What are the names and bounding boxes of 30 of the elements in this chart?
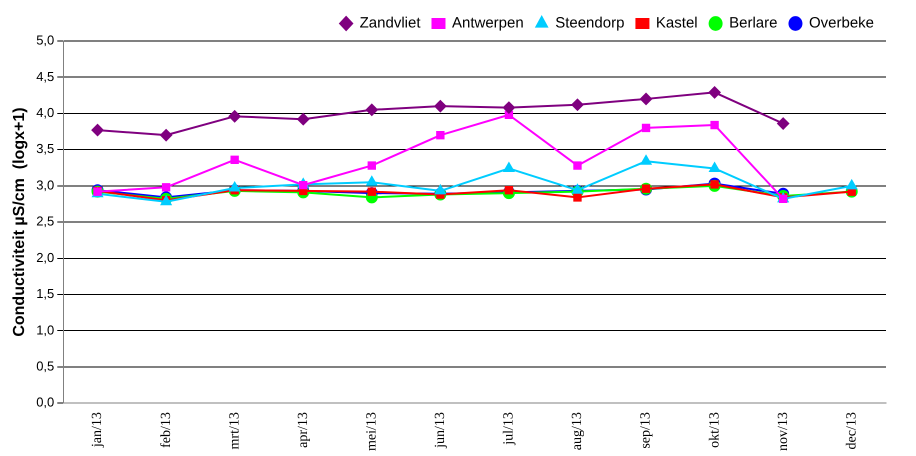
y-tick-label: 1,5 <box>36 286 54 302</box>
legend-label: Steendorp <box>555 14 624 32</box>
legend-label: Zandvliet <box>360 14 422 32</box>
x-tick-label: okt/13 <box>707 412 722 448</box>
y-tick-label: 2,5 <box>36 214 54 229</box>
legend-label: Berlare <box>729 14 778 32</box>
legend-label: Kastel <box>656 14 698 32</box>
y-tick-label: 3,0 <box>36 177 54 192</box>
x-tick-label: feb/13 <box>158 412 174 448</box>
y-tick-label: 0,5 <box>36 358 54 374</box>
x-tick-label: jul/13 <box>502 412 517 446</box>
y-tick-label: 3,5 <box>36 141 54 156</box>
x-tick-label: apr/13 <box>296 412 311 448</box>
legend-label: Antwerpen <box>452 14 524 32</box>
y-tick-label: 0,0 <box>36 394 54 410</box>
x-tick-label: mei/13 <box>364 412 380 451</box>
x-tick-label: dec/13 <box>844 412 860 450</box>
legend-label: Overbeke <box>808 14 874 32</box>
x-tick-label: jan/13 <box>90 412 106 448</box>
y-tick-label: 5,0 <box>36 32 54 48</box>
y-tick-label: 2,0 <box>36 250 54 265</box>
y-tick-label: 4,5 <box>36 68 54 84</box>
y-tick-label: 4,0 <box>36 105 54 120</box>
y-axis-title: Conductiviteit µS/cm (logx+1) <box>11 107 28 337</box>
x-tick-label: jun/13 <box>433 412 448 449</box>
x-tick-label: sep/13 <box>638 412 654 449</box>
x-tick-label: nov/13 <box>776 412 791 451</box>
y-tick-label: 1,0 <box>36 322 54 338</box>
x-tick-label: mrt/13 <box>227 412 242 450</box>
x-tick-label: aug/13 <box>570 412 586 450</box>
